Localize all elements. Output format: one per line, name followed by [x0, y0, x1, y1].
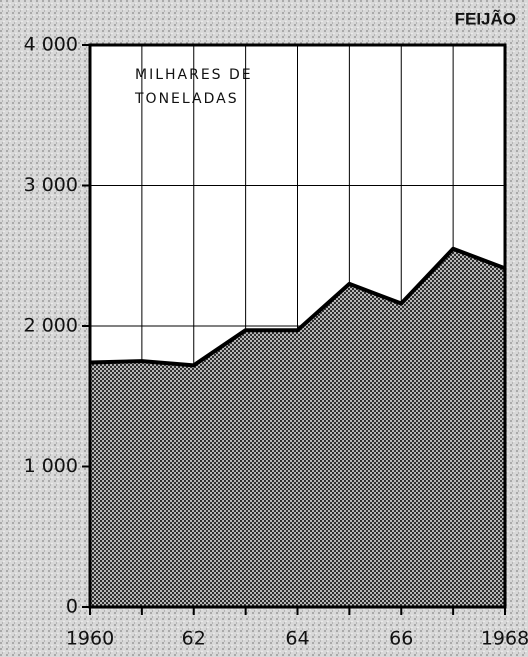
y-tick-label: 4 000 [24, 34, 78, 56]
y-tick-label: 1 000 [24, 455, 78, 477]
x-tick-label: 1968 [481, 628, 528, 650]
y-tick-label: 3 000 [24, 174, 78, 196]
x-tick-label: 62 [182, 628, 206, 650]
x-tick-label: 64 [285, 628, 309, 650]
y-tick-label: 2 000 [24, 315, 78, 337]
x-tick-label: 66 [389, 628, 413, 650]
area [90, 248, 505, 607]
plot-frame [88, 43, 507, 609]
chart-title: FEIJÃO [455, 8, 516, 28]
annotation: MILHARES DE [135, 67, 253, 83]
annotation: TONELADAS [134, 91, 239, 107]
line [89, 246, 506, 368]
x-tick-label: 1960 [66, 628, 114, 650]
y-tick-label: 0 [66, 596, 78, 618]
